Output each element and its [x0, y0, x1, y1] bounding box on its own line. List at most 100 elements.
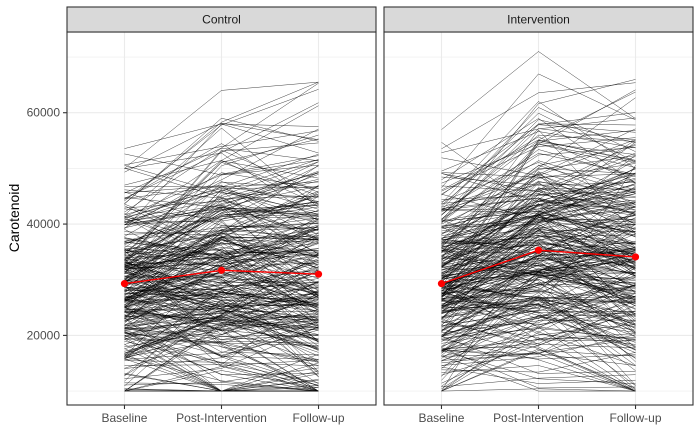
individual-trajectory [441, 185, 636, 230]
individual-trajectory [124, 170, 319, 229]
individual-trajectory [441, 337, 636, 367]
individual-trajectory [124, 174, 319, 225]
individual-trajectory [441, 172, 636, 215]
x-tick-label: Follow-up [610, 411, 662, 425]
individual-trajectory [124, 280, 319, 287]
individual-trajectory [441, 259, 636, 332]
individual-trajectory [441, 300, 636, 347]
individual-trajectory [124, 235, 319, 298]
individual-trajectory [124, 203, 319, 220]
individual-trajectory [441, 254, 636, 306]
individual-trajectory [124, 197, 319, 217]
panel-intervention: Intervention Baseline Post-Intervention Fol… [383, 6, 694, 425]
individual-trajectory [124, 366, 319, 392]
individual-trajectory [441, 296, 636, 337]
individual-trajectory [124, 165, 319, 198]
individual-trajectory [441, 181, 636, 277]
individual-trajectory [124, 307, 319, 330]
individual-trajectory [441, 289, 636, 345]
individual-trajectory [441, 271, 636, 354]
individual-trajectory [124, 81, 319, 169]
individual-trajectory [441, 237, 636, 333]
individual-trajectory [124, 188, 319, 215]
individual-trajectory [124, 328, 319, 337]
individual-trajectory [441, 353, 636, 392]
individual-trajectory [124, 223, 319, 281]
individual-trajectory [124, 291, 319, 320]
individual-trajectory [124, 339, 319, 392]
x-tick-label: Follow-up [293, 411, 345, 425]
y-axis: 20000 40000 60000 [27, 106, 67, 342]
individual-trajectory [441, 292, 636, 313]
individual-trajectory [124, 315, 319, 336]
individual-trajectory [124, 271, 319, 313]
individual-trajectory [124, 236, 319, 377]
individual-trajectory [124, 215, 319, 278]
individual-trajectory [124, 252, 319, 307]
individual-trajectory [441, 117, 636, 153]
individual-trajectory [124, 193, 319, 270]
individual-trajectory [441, 242, 636, 253]
individual-trajectory [441, 265, 636, 305]
individual-trajectory [124, 102, 319, 199]
individual-trajectory [441, 228, 636, 317]
individual-trajectory [441, 278, 636, 332]
individual-trajectory [441, 112, 636, 196]
individual-trajectory [124, 184, 319, 326]
individual-trajectory [441, 131, 636, 172]
individual-trajectory [441, 339, 636, 364]
individual-trajectory [441, 256, 636, 308]
individual-trajectory [441, 226, 636, 264]
individual-trajectory [124, 297, 319, 303]
individual-trajectory [441, 173, 636, 211]
individual-trajectory [124, 185, 319, 202]
individual-trajectory [441, 268, 636, 308]
individual-trajectory [124, 337, 319, 366]
individual-trajectory [441, 323, 636, 357]
individual-trajectory [441, 187, 636, 299]
individual-trajectory [441, 347, 636, 389]
individual-trajectory [124, 250, 319, 326]
individual-trajectory [124, 161, 319, 261]
individual-trajectory [124, 205, 319, 317]
individual-trajectory [124, 233, 319, 308]
individual-trajectory [441, 51, 636, 130]
individual-trajectory [124, 299, 319, 387]
individual-trajectory [441, 348, 636, 360]
y-axis-title: Carotenoid [6, 184, 22, 253]
individual-trajectory [124, 282, 319, 328]
individual-trajectory [441, 255, 636, 297]
individual-trajectory [124, 298, 319, 356]
individual-trajectory [124, 130, 319, 166]
y-tick-label: 60000 [27, 106, 61, 120]
mean-point-post-intervention [534, 246, 543, 254]
individual-trajectory [441, 230, 636, 277]
individual-trajectory [441, 112, 636, 208]
mean-point-baseline [120, 280, 129, 288]
individual-trajectory [441, 188, 636, 264]
individual-trajectory [441, 155, 636, 228]
individual-lines [124, 81, 319, 392]
individual-trajectory [124, 138, 319, 260]
individual-trajectory [441, 184, 636, 221]
individual-trajectory [441, 119, 636, 216]
individual-trajectory [124, 123, 319, 149]
individual-trajectory [124, 319, 319, 331]
individual-trajectory [124, 228, 319, 257]
individual-trajectory [124, 128, 319, 225]
individual-trajectory [124, 143, 319, 205]
individual-trajectory [441, 137, 636, 192]
individual-trajectory [441, 296, 636, 314]
individual-trajectory [124, 185, 319, 232]
individual-trajectory [441, 355, 636, 392]
individual-trajectory [124, 242, 319, 256]
individual-trajectory [441, 292, 636, 317]
mean-point-post-intervention [217, 266, 226, 274]
individual-trajectory [441, 118, 636, 184]
individual-trajectory [441, 101, 636, 204]
individual-trajectory [441, 258, 636, 347]
individual-trajectory [124, 242, 319, 299]
individual-trajectory [124, 81, 319, 204]
individual-trajectory [124, 277, 319, 286]
